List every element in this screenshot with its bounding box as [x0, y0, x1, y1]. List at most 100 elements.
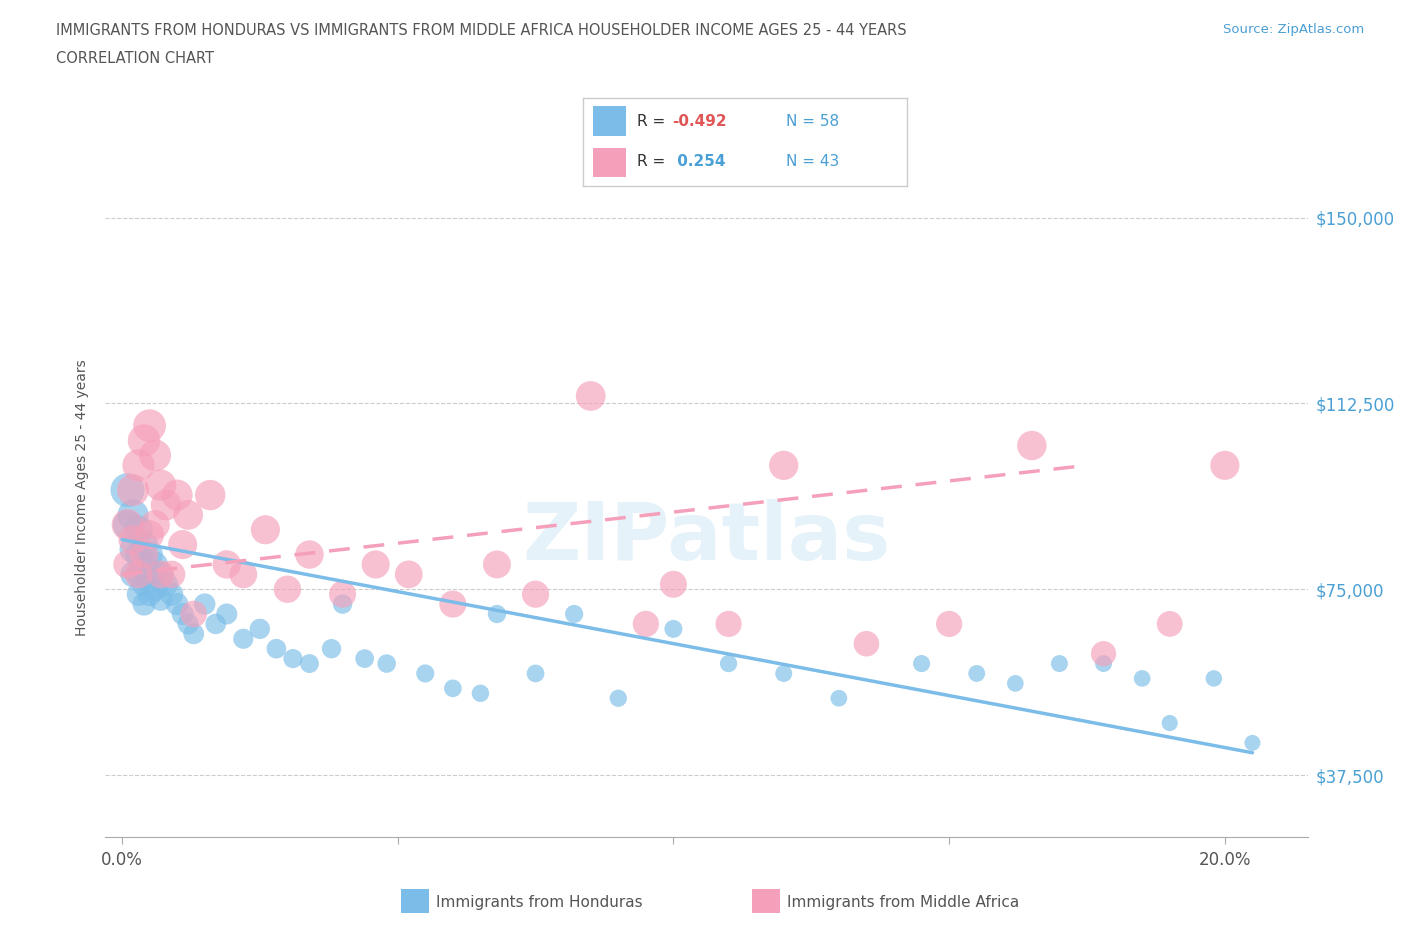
Point — [122, 532, 145, 547]
Text: CORRELATION CHART: CORRELATION CHART — [56, 51, 214, 66]
Point — [662, 621, 685, 636]
Point — [332, 587, 354, 602]
Point — [194, 597, 217, 612]
Point — [281, 651, 304, 666]
Point — [128, 523, 150, 538]
Point — [441, 681, 464, 696]
Point — [579, 389, 602, 404]
Point — [254, 523, 277, 538]
Text: 0.254: 0.254 — [672, 154, 725, 169]
Point — [138, 547, 160, 562]
Point — [1130, 671, 1153, 685]
FancyBboxPatch shape — [593, 148, 626, 177]
Point — [855, 636, 877, 651]
Point — [177, 617, 200, 631]
Point — [138, 527, 160, 542]
Point — [1159, 715, 1181, 730]
Point — [485, 606, 508, 621]
Point — [117, 517, 139, 532]
Point — [155, 498, 177, 512]
Point — [117, 483, 139, 498]
Point — [717, 657, 740, 671]
Point — [413, 666, 436, 681]
Point — [138, 418, 160, 433]
Y-axis label: Householder Income Ages 25 - 44 years: Householder Income Ages 25 - 44 years — [76, 359, 90, 636]
Point — [938, 617, 960, 631]
Point — [128, 567, 150, 582]
Point — [1092, 657, 1115, 671]
Point — [132, 433, 155, 448]
Point — [966, 666, 988, 681]
Point — [138, 567, 160, 582]
Text: Immigrants from Honduras: Immigrants from Honduras — [436, 895, 643, 910]
Point — [364, 557, 387, 572]
Point — [1004, 676, 1026, 691]
Point — [772, 458, 794, 472]
Text: N = 43: N = 43 — [786, 154, 839, 169]
Point — [1202, 671, 1225, 685]
Point — [1049, 657, 1071, 671]
Point — [266, 642, 288, 657]
Point — [132, 597, 155, 612]
Point — [215, 606, 238, 621]
Point — [276, 582, 298, 597]
Point — [128, 567, 150, 582]
Point — [166, 487, 188, 502]
Point — [122, 567, 145, 582]
Point — [321, 642, 343, 657]
Point — [470, 685, 492, 700]
Point — [143, 448, 166, 463]
Point — [172, 538, 194, 552]
Point — [149, 478, 172, 493]
Point — [122, 542, 145, 557]
Point — [172, 606, 194, 621]
Point — [441, 597, 464, 612]
Point — [1021, 438, 1043, 453]
Text: ZIPatlas: ZIPatlas — [523, 499, 890, 578]
Point — [232, 567, 254, 582]
Point — [375, 657, 398, 671]
Point — [353, 651, 375, 666]
Point — [662, 577, 685, 591]
Point — [298, 657, 321, 671]
Point — [132, 547, 155, 562]
Point — [149, 591, 172, 606]
Text: N = 58: N = 58 — [786, 113, 839, 128]
Point — [122, 483, 145, 498]
Point — [524, 666, 547, 681]
Point — [143, 582, 166, 597]
Point — [249, 621, 271, 636]
Point — [149, 567, 172, 582]
Point — [143, 557, 166, 572]
Point — [562, 606, 585, 621]
Point — [200, 487, 222, 502]
Point — [204, 617, 226, 631]
Point — [910, 657, 932, 671]
Point — [132, 557, 155, 572]
Point — [128, 458, 150, 472]
Point — [1213, 458, 1236, 472]
Point — [183, 627, 205, 642]
Point — [398, 567, 420, 582]
Point — [828, 691, 851, 706]
Text: Source: ZipAtlas.com: Source: ZipAtlas.com — [1223, 23, 1364, 36]
Text: R =: R = — [637, 113, 671, 128]
Point — [149, 567, 172, 582]
Text: -0.492: -0.492 — [672, 113, 727, 128]
Point — [160, 587, 183, 602]
Point — [160, 567, 183, 582]
Point — [215, 557, 238, 572]
Point — [117, 517, 139, 532]
Text: R =: R = — [637, 154, 671, 169]
Point — [177, 508, 200, 523]
Text: IMMIGRANTS FROM HONDURAS VS IMMIGRANTS FROM MIDDLE AFRICA HOUSEHOLDER INCOME AGE: IMMIGRANTS FROM HONDURAS VS IMMIGRANTS F… — [56, 23, 907, 38]
Point — [122, 508, 145, 523]
Point — [717, 617, 740, 631]
Point — [232, 631, 254, 646]
Point — [332, 597, 354, 612]
Point — [155, 577, 177, 591]
Point — [117, 557, 139, 572]
Point — [1241, 736, 1264, 751]
Point — [1159, 617, 1181, 631]
Point — [524, 587, 547, 602]
